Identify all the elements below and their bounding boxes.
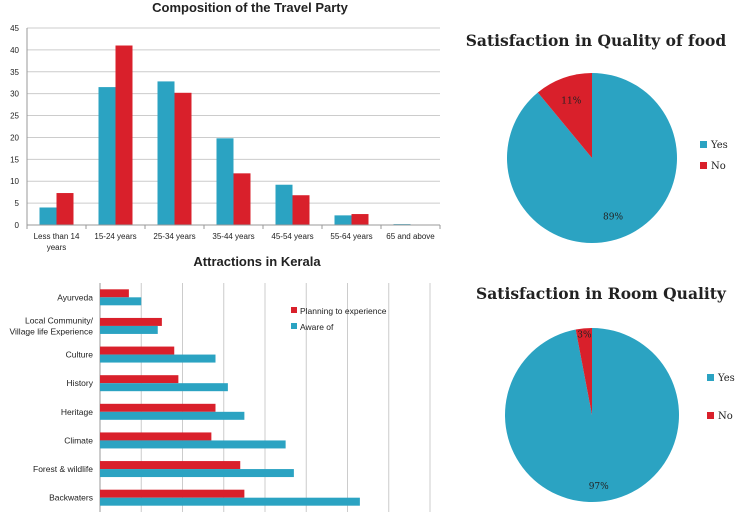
y-tick-label: 25 (10, 112, 19, 121)
hbar-aware (100, 325, 158, 334)
legend-swatch (700, 162, 707, 169)
y-category-label: Village life Experience (10, 326, 94, 336)
x-tick-label: 15-24 years (94, 232, 136, 241)
hbar-planning (100, 432, 212, 441)
hbar-aware (100, 411, 245, 420)
hbar-chart-title: Attractions in Kerala (193, 254, 321, 269)
legend-swatch (291, 323, 297, 329)
y-category-label: History (67, 378, 94, 388)
y-tick-label: 35 (10, 68, 19, 77)
bar-chart-title: Composition of the Travel Party (152, 0, 349, 15)
bar-red (115, 45, 133, 226)
pie-slice-label: 11% (561, 96, 581, 106)
hbar-planning (100, 289, 129, 298)
y-tick-label: 45 (10, 24, 19, 33)
hbar-planning (100, 489, 245, 498)
x-tick-label: 35-44 years (212, 232, 254, 241)
y-category-label: Climate (64, 435, 93, 445)
bar-blue (334, 215, 352, 225)
pie-slice-label: 3% (577, 330, 592, 340)
y-tick-label: 0 (15, 221, 20, 230)
y-category-label: Culture (66, 350, 94, 360)
pie-food-title: Satisfaction in Quality of food (466, 31, 727, 50)
x-tick-label: years (47, 243, 67, 252)
bar-red (351, 214, 369, 225)
y-category-label: Heritage (61, 407, 93, 417)
y-category-label: Ayurveda (57, 292, 93, 302)
hbar-planning (100, 346, 175, 355)
x-tick-label: 25-34 years (153, 232, 195, 241)
legend-label: Aware of (300, 322, 334, 332)
bar-blue (39, 207, 57, 225)
y-category-label: Forest & wildlife (33, 464, 93, 474)
y-tick-label: 30 (10, 90, 19, 99)
y-tick-label: 10 (10, 177, 19, 186)
pie-slice-no (575, 328, 592, 415)
hbar-planning (100, 317, 162, 326)
x-tick-label: 65 and above (386, 232, 435, 241)
hbar-aware (100, 383, 228, 392)
y-tick-label: 5 (15, 199, 20, 208)
x-tick-label: Less than 14 (34, 232, 80, 241)
hbar-aware (100, 354, 216, 363)
attractions-hbar-chart: Attractions in Kerala Ayurveda Local Comm… (10, 254, 431, 512)
x-tick-label: 55-64 years (330, 232, 372, 241)
bar-blue (157, 81, 175, 225)
hbar-planning (100, 461, 241, 470)
legend-swatch (291, 307, 297, 313)
hbar-aware (100, 469, 294, 478)
hbar-planning (100, 403, 216, 412)
bar-blue (98, 87, 116, 225)
bar-blue (216, 138, 234, 225)
hbar-planning (100, 375, 179, 384)
y-tick-label: 40 (10, 46, 19, 55)
travel-party-bar-chart: Composition of the Travel Party 0 5 10 15 20… (10, 0, 441, 252)
y-category-label: Backwaters (49, 493, 93, 503)
legend-swatch (707, 374, 714, 381)
y-category-label: Local Community/ (25, 315, 94, 325)
legend-label: No (711, 161, 726, 172)
bar-red (56, 193, 74, 225)
legend-label: Yes (717, 373, 735, 384)
legend-label: Yes (710, 140, 728, 151)
y-tick-label: 15 (10, 155, 19, 164)
y-tick-label: 20 (10, 133, 19, 142)
bar-red (174, 92, 192, 226)
pie-slice-no (537, 73, 592, 158)
bar-red (233, 173, 251, 225)
x-tick-label: 45-54 years (271, 232, 313, 241)
legend-label: No (718, 411, 733, 422)
pie-slice-label: 97% (589, 482, 609, 492)
bar-red (292, 195, 310, 225)
legend-label: Planning to experience (300, 306, 387, 316)
legend-swatch (707, 412, 714, 419)
legend-swatch (700, 141, 707, 148)
bar-blue (275, 184, 293, 225)
food-satisfaction-pie: Satisfaction in Quality of food 89% Yes 11… (466, 31, 728, 243)
room-satisfaction-pie: Satisfaction in Room Quality 97% Yes 3% No (476, 284, 735, 502)
hbar-aware (100, 297, 142, 306)
pie-slice-label: 89% (603, 212, 623, 222)
pie-slice-yes (507, 73, 678, 243)
hbar-aware (100, 497, 360, 506)
pie-room-title: Satisfaction in Room Quality (476, 284, 727, 303)
hbar-aware (100, 440, 286, 449)
